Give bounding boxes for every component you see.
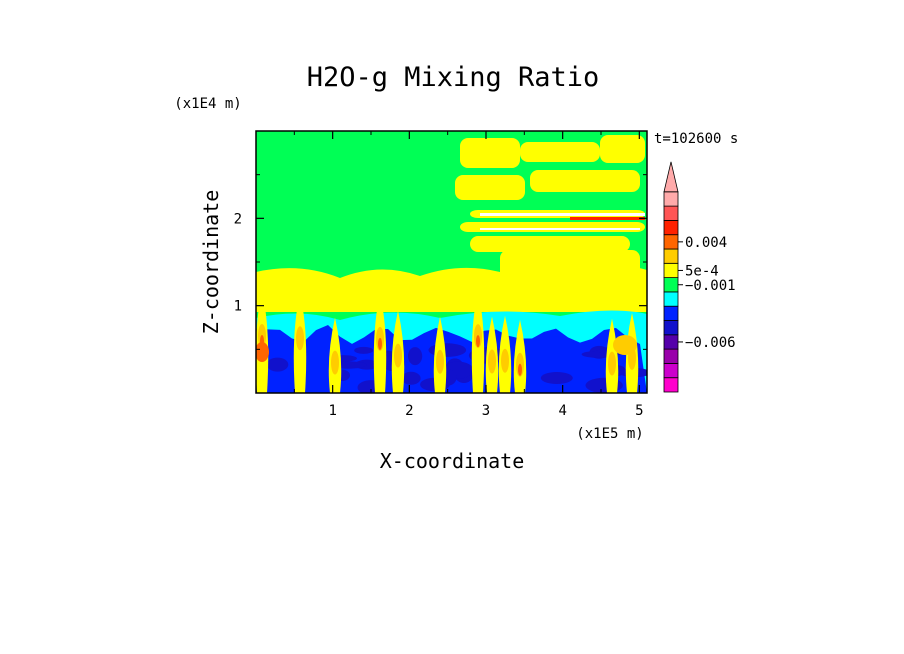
cloud-band <box>470 236 630 252</box>
plume-core <box>501 348 509 373</box>
x-tick-label: 2 <box>405 403 413 419</box>
plume-core <box>608 351 616 376</box>
x-tick-label: 1 <box>328 403 336 419</box>
colorbar-segment <box>663 277 679 293</box>
colorbar-segment <box>663 262 679 278</box>
time-label: t=102600 s <box>654 131 738 147</box>
x-tick-label: 4 <box>558 403 566 419</box>
plot-area <box>256 131 647 393</box>
plume-core <box>436 349 444 374</box>
chart-title: H2O-g Mixing Ratio <box>307 62 600 93</box>
plume-core <box>488 349 496 374</box>
colorbar-label: −0.006 <box>685 335 736 351</box>
plume-core <box>476 335 480 348</box>
plume-core <box>378 337 382 350</box>
thin-layer <box>570 217 645 220</box>
axis-ticks: 1 2 3 4 5 1 2 <box>234 131 647 419</box>
dry-patch <box>354 346 374 354</box>
y-tick-label: 1 <box>234 299 242 315</box>
colorbar-segment <box>663 334 679 350</box>
colorbar-label: 0.004 <box>685 235 727 251</box>
colorbar-label: 5e-4 <box>685 263 719 279</box>
warm-patch <box>613 335 637 355</box>
cloud-band <box>600 135 645 163</box>
colorbar-segment <box>663 377 679 393</box>
cloud-band <box>455 175 525 200</box>
colorbar-segment <box>663 362 679 379</box>
cloud-band <box>460 138 520 168</box>
warm-patch <box>256 342 269 362</box>
colorbar-segment <box>663 219 679 236</box>
x-tick-label: 3 <box>482 403 490 419</box>
dry-patch <box>266 357 289 372</box>
cloud-layer <box>256 266 647 312</box>
colorbar-segment <box>663 348 679 364</box>
plume-core <box>331 350 339 375</box>
colorbar-segment <box>663 248 679 264</box>
thin-layer <box>480 228 640 230</box>
y-scale-label: (x1E4 m) <box>174 96 241 112</box>
y-axis-label: Z-coordinate <box>199 190 223 335</box>
y-tick-label: 2 <box>234 211 242 227</box>
colorbar-segment <box>663 191 679 207</box>
cloud-band <box>460 222 645 232</box>
x-scale-label: (x1E5 m) <box>576 426 643 442</box>
x-axis-label: X-coordinate <box>380 449 525 473</box>
plume-core <box>518 363 522 376</box>
colorbar-segment <box>663 305 679 321</box>
dry-patch <box>408 347 423 366</box>
colorbar: 0.004 5e-4−0.001 −0.006 <box>663 161 736 393</box>
colorbar-segment <box>663 291 679 307</box>
plume-core <box>296 326 304 351</box>
cloud-band <box>520 142 600 162</box>
dry-patch <box>540 372 573 384</box>
colorbar-segment <box>663 205 679 221</box>
x-tick-label: 5 <box>635 403 643 419</box>
dry-patch <box>401 371 421 385</box>
dry-patch <box>428 343 467 357</box>
plume-core <box>394 343 402 368</box>
cloud-band <box>530 170 640 192</box>
colorbar-extend-arrow <box>663 161 679 193</box>
colorbar-segment <box>663 320 679 336</box>
colorbar-segment <box>663 234 679 250</box>
thin-layer <box>480 213 645 216</box>
colorbar-label: −0.001 <box>685 278 736 294</box>
